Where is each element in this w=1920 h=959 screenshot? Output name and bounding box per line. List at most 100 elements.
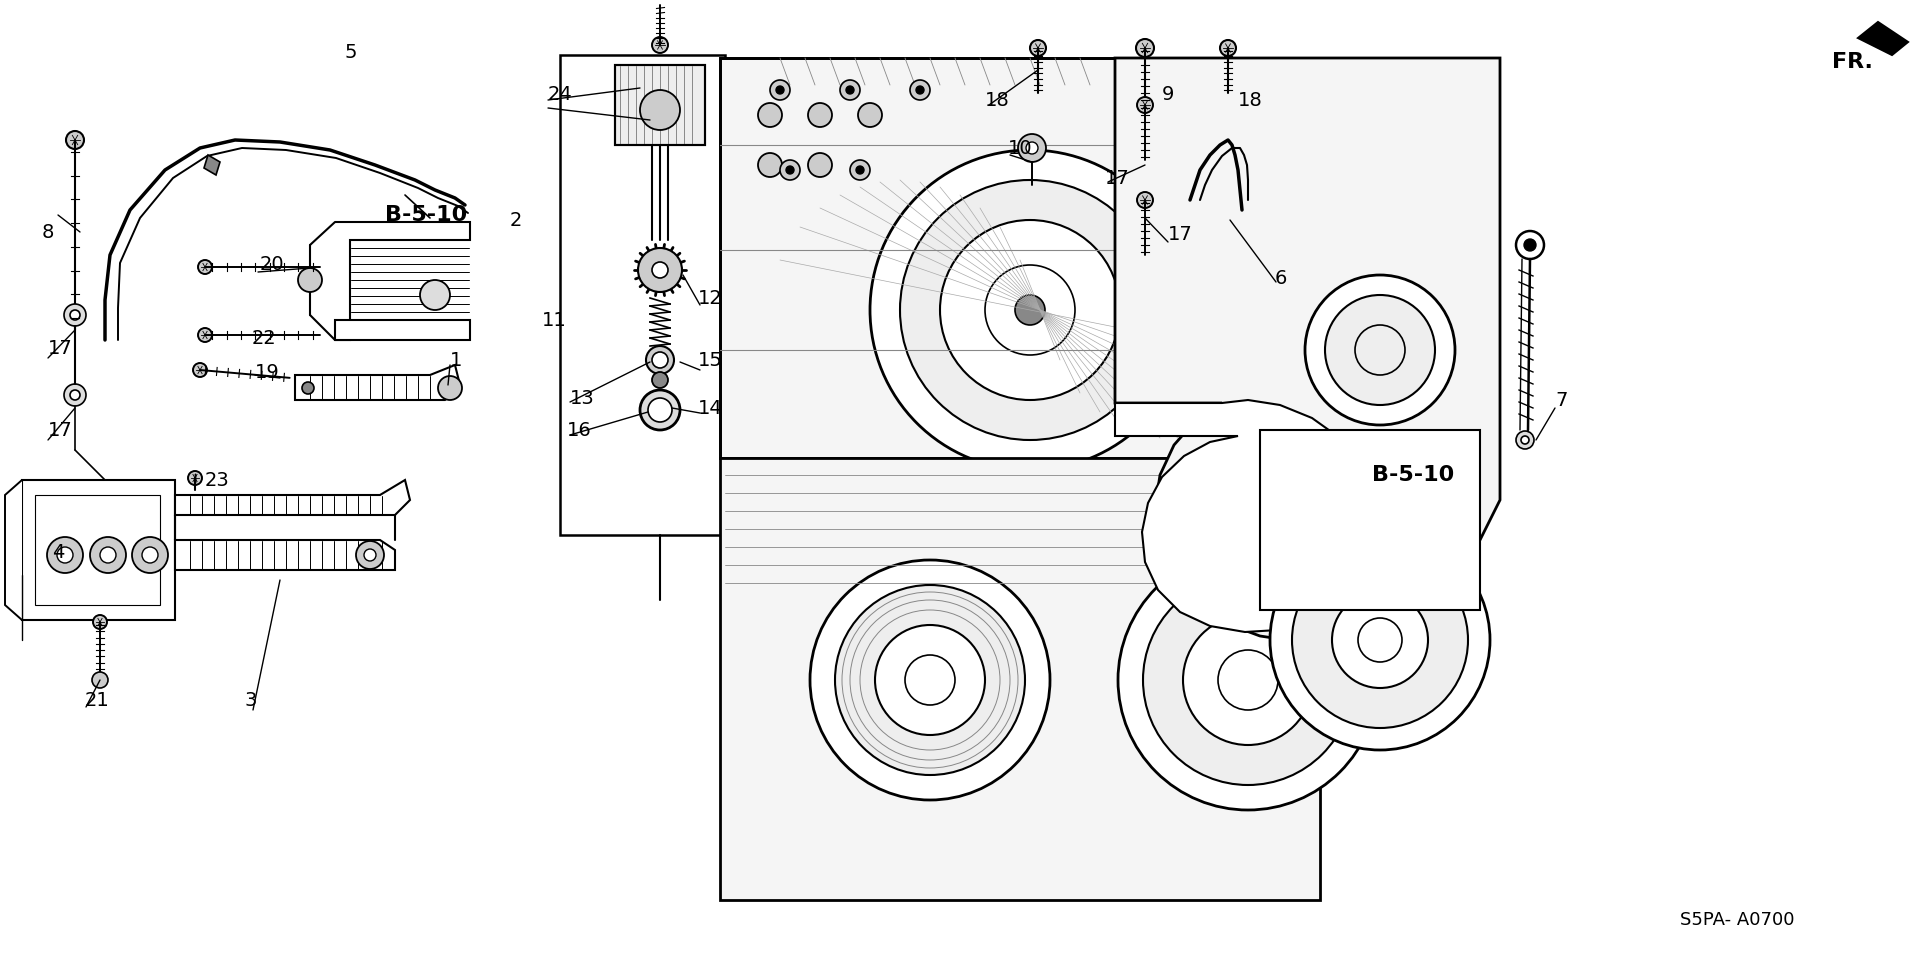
Circle shape bbox=[653, 262, 668, 278]
Circle shape bbox=[653, 352, 668, 368]
Text: 18: 18 bbox=[985, 90, 1010, 109]
Polygon shape bbox=[334, 320, 470, 340]
Circle shape bbox=[770, 80, 789, 100]
Polygon shape bbox=[6, 480, 21, 620]
Text: 23: 23 bbox=[205, 471, 230, 489]
Text: 16: 16 bbox=[566, 420, 591, 439]
Circle shape bbox=[69, 310, 81, 320]
Circle shape bbox=[198, 328, 211, 342]
Circle shape bbox=[194, 363, 207, 377]
Polygon shape bbox=[21, 480, 175, 620]
Text: 14: 14 bbox=[699, 399, 722, 417]
Text: 8: 8 bbox=[42, 222, 54, 242]
Circle shape bbox=[847, 86, 854, 94]
Polygon shape bbox=[1116, 400, 1380, 632]
Circle shape bbox=[637, 248, 682, 292]
Text: FR.: FR. bbox=[1832, 52, 1872, 72]
Circle shape bbox=[1306, 275, 1455, 425]
Text: B-5-10: B-5-10 bbox=[386, 205, 467, 225]
Circle shape bbox=[858, 103, 881, 127]
Polygon shape bbox=[334, 222, 470, 340]
Circle shape bbox=[301, 382, 315, 394]
Circle shape bbox=[870, 150, 1190, 470]
Circle shape bbox=[910, 80, 929, 100]
Circle shape bbox=[65, 131, 84, 149]
Text: 1: 1 bbox=[449, 350, 463, 369]
Text: 17: 17 bbox=[48, 420, 73, 439]
Circle shape bbox=[649, 398, 672, 422]
Circle shape bbox=[1524, 239, 1536, 251]
Text: 5: 5 bbox=[346, 42, 357, 61]
Circle shape bbox=[758, 153, 781, 177]
Circle shape bbox=[1137, 39, 1154, 57]
Circle shape bbox=[1517, 431, 1534, 449]
Circle shape bbox=[142, 547, 157, 563]
Circle shape bbox=[1117, 550, 1379, 810]
Text: 22: 22 bbox=[252, 329, 276, 347]
Text: S5PA- A0700: S5PA- A0700 bbox=[1680, 911, 1795, 929]
Text: 12: 12 bbox=[699, 289, 722, 308]
Circle shape bbox=[1292, 552, 1469, 728]
Bar bbox=[720, 58, 1281, 458]
Text: 24: 24 bbox=[547, 85, 572, 105]
Bar bbox=[35, 495, 159, 605]
Circle shape bbox=[1029, 40, 1046, 56]
Circle shape bbox=[188, 471, 202, 485]
Circle shape bbox=[637, 248, 682, 292]
Circle shape bbox=[780, 160, 801, 180]
Circle shape bbox=[653, 37, 668, 53]
Circle shape bbox=[835, 585, 1025, 775]
Circle shape bbox=[637, 248, 682, 292]
Circle shape bbox=[637, 248, 682, 292]
Circle shape bbox=[785, 166, 795, 174]
Circle shape bbox=[637, 248, 682, 292]
Circle shape bbox=[63, 304, 86, 326]
Circle shape bbox=[876, 625, 985, 735]
Polygon shape bbox=[204, 155, 221, 175]
Circle shape bbox=[808, 103, 831, 127]
Text: 6: 6 bbox=[1275, 269, 1288, 288]
Circle shape bbox=[758, 103, 781, 127]
Text: 19: 19 bbox=[255, 363, 280, 382]
Circle shape bbox=[810, 560, 1050, 800]
Text: 2: 2 bbox=[511, 210, 522, 229]
Circle shape bbox=[46, 537, 83, 573]
Text: 13: 13 bbox=[570, 388, 595, 408]
Circle shape bbox=[355, 541, 384, 569]
Circle shape bbox=[420, 280, 449, 310]
Polygon shape bbox=[1116, 58, 1500, 642]
Polygon shape bbox=[175, 480, 411, 515]
Circle shape bbox=[438, 376, 463, 400]
Text: 11: 11 bbox=[541, 311, 566, 330]
Polygon shape bbox=[720, 458, 1321, 900]
Circle shape bbox=[639, 390, 680, 430]
Bar bbox=[720, 58, 1281, 458]
Circle shape bbox=[776, 86, 783, 94]
Text: 21: 21 bbox=[84, 690, 109, 710]
Circle shape bbox=[63, 384, 86, 406]
Circle shape bbox=[1219, 40, 1236, 56]
Text: 17: 17 bbox=[1106, 169, 1129, 188]
Circle shape bbox=[637, 248, 682, 292]
Circle shape bbox=[365, 549, 376, 561]
Text: 9: 9 bbox=[1162, 85, 1175, 105]
Circle shape bbox=[100, 547, 115, 563]
Circle shape bbox=[856, 166, 864, 174]
Circle shape bbox=[1016, 295, 1044, 325]
Circle shape bbox=[92, 615, 108, 629]
Bar bbox=[561, 55, 726, 535]
Circle shape bbox=[1212, 222, 1229, 238]
Circle shape bbox=[637, 248, 682, 292]
Bar bbox=[614, 65, 705, 145]
Circle shape bbox=[637, 248, 682, 292]
Circle shape bbox=[1025, 142, 1039, 154]
Text: 18: 18 bbox=[1238, 90, 1263, 109]
Text: 17: 17 bbox=[1167, 225, 1192, 245]
Circle shape bbox=[198, 260, 211, 274]
Circle shape bbox=[90, 537, 127, 573]
Circle shape bbox=[900, 180, 1160, 440]
Circle shape bbox=[941, 220, 1119, 400]
Circle shape bbox=[916, 86, 924, 94]
Circle shape bbox=[298, 268, 323, 292]
Text: 15: 15 bbox=[699, 350, 722, 369]
